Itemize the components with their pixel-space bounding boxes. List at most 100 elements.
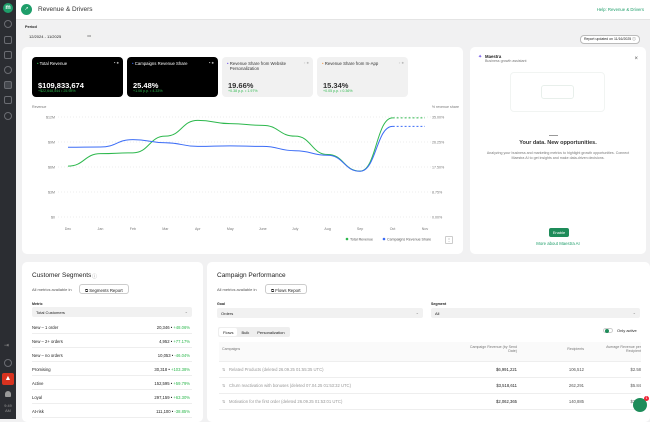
col-campaigns[interactable]: Campaigns [222,347,241,351]
segment-value: 10,053 • -46.04% [157,353,190,358]
segment-delta: +103.38% [171,367,190,372]
report-updated-text: Report updated on 11/16/2025 [584,37,632,41]
more-about-maestra-link[interactable]: More about Maestra AI [536,241,580,246]
campaign-tabs: Flows Bulk Personalization [218,327,290,337]
segment-delta: +59.79% [173,381,190,386]
segment-delta: +63.30% [173,395,190,400]
goal-value: Orders [221,311,234,316]
sidebar-puzzle-icon[interactable] [4,96,12,104]
kpi-campaigns-share[interactable]: • Campaigns Revenue Share ▪ ● 25.48% +1.06 … [127,57,218,97]
col-revenue[interactable]: Campaign Revenue (by Send Date) [469,345,517,353]
segments-report-button[interactable]: ⧉ Segments Report [79,284,129,294]
sidebar-users-icon[interactable] [4,36,12,44]
alert-icon[interactable]: ▲ [2,373,14,385]
segment-count: 111,100 [156,409,171,414]
campaign-performance-card: Campaign Performance All metrics availab… [207,262,650,422]
kpi-icons[interactable]: ▫ ● [398,60,404,65]
x-tick-label: Jan [98,227,104,231]
segment-name: Promising [32,367,51,372]
period-label: Period [25,25,37,29]
segment-value: 297,159 • +63.30% [154,395,190,400]
campaign-avg: $5.84 [630,383,641,388]
segment-count: 10,053 [157,353,171,358]
chat-button[interactable]: 1 [633,396,649,412]
segment-delta: -38.85% [174,409,190,414]
flows-report-label: Flows Report [275,287,301,293]
metric-select[interactable]: Total Customers ⌄ [32,307,192,317]
segment-delta: +77.17% [173,339,190,344]
kpi-value: 15.34% [323,81,349,90]
kpi-website-share[interactable]: • Revenue Share from Website Personaliza… [222,57,313,97]
only-active-toggle[interactable] [603,328,613,333]
col-recipients[interactable]: Recipients [567,347,584,351]
table-row[interactable]: ⇅ Motivation for the first order (deleted… [219,394,641,410]
segment-name: Loyal [32,395,43,400]
sidebar-analytics-icon[interactable] [4,81,12,89]
kpi-icons[interactable]: ▫ ● [303,60,309,65]
table-row[interactable]: ⇅ Related Products (deleted 26.09.25 01:5… [219,362,641,378]
segment-value: All [435,311,440,316]
segment-row[interactable]: Loyal 297,159 • +63.30% [32,391,192,404]
segment-row[interactable]: New – 1 order 20,346 • +48.06% [32,321,192,334]
kpi-value: 25.48% [133,81,159,90]
logo[interactable]: m [3,3,13,13]
sidebar-globe-icon[interactable] [4,66,12,74]
segment-value: 30,318 • +103.38% [154,367,190,372]
campaign-revenue: $3,518,611 [496,383,517,388]
goal-select[interactable]: Orders ⌄ [217,308,423,318]
goal-label: Goal [217,302,225,306]
x-tick-label: Mar [162,227,169,231]
legend-label: Campaigns Revenue Share [387,237,431,241]
segment-row[interactable]: At-risk 111,100 • -38.85% [32,405,192,418]
table-header: Campaigns Campaign Revenue (by Send Date… [219,342,641,362]
enable-button[interactable]: Enable [549,228,569,237]
y-tick-label: $3M [48,190,55,194]
sidebar-expand-icon[interactable]: ⇥ [4,343,10,349]
kpi-value: 19.66% [228,81,254,90]
tab-flows[interactable]: Flows [219,328,238,336]
maestra-headline: Your data. New opportunities. [519,140,597,146]
segment-value: 152,595 • +59.79% [154,381,190,386]
segment-count: 20,346 [156,325,170,330]
sidebar: m ⇥ ▲ 9:49 AM [0,0,16,419]
kpi-total-revenue[interactable]: • Total Revenue ▪ ● $109,833,674 +$22,648,5… [32,57,123,97]
chart-expand-button[interactable]: ⋮ [445,236,453,244]
segment-value: 4,952 • +77.17% [159,339,190,344]
campaign-revenue: $2,062,365 [496,399,517,404]
segment-delta: +48.06% [173,325,190,330]
y2-tick-label: 26.25% [432,140,445,144]
segment-select[interactable]: All ⌄ [431,308,640,318]
kpi-icons[interactable]: ▪ ● [113,60,119,65]
help-link[interactable]: Help: Revenue & Drivers [596,7,644,12]
col-avg-revenue[interactable]: Average Revenue per Recipient [606,345,641,353]
tab-bulk[interactable]: Bulk [241,330,250,335]
info-icon[interactable]: ⓘ [92,274,98,280]
segment-row[interactable]: New – no orders 10,053 • -46.04% [32,349,192,362]
kpi-inapp-share[interactable]: • Revenue Share from In-App ▫ ● 15.34% +0.0… [317,57,408,97]
sidebar-megaphone-icon[interactable] [4,51,12,59]
user-icon[interactable] [5,391,11,397]
flows-report-button[interactable]: ⧉ Flows Report [265,284,307,294]
sidebar-refresh-icon[interactable] [4,20,12,28]
table-row[interactable]: ⇅ Churn reactivation with bonuses (delete… [219,378,641,394]
segment-row[interactable]: Promising 30,318 • +103.38% [32,363,192,376]
report-updated-badge: Report updated on 11/16/2025 ⓘ [580,35,640,44]
tab-personalization[interactable]: Personalization [257,330,285,335]
legend-marker [345,237,349,241]
segments-title: Customer Segments [32,272,92,279]
segment-value: 111,100 • -38.85% [156,409,190,414]
campaign-name: Churn reactivation with bonuses (deleted… [229,383,351,388]
segment-row[interactable]: New – 2+ orders 4,952 • +77.17% [32,335,192,348]
sidebar-settings-icon[interactable] [4,112,12,120]
segment-row[interactable]: Active 152,595 • +59.79% [32,377,192,390]
period-picker[interactable]: 12/2024 - 11/2025 ▭ [25,31,95,41]
kpi-icons[interactable]: ▪ ● [208,60,214,65]
close-icon[interactable]: × [634,56,638,62]
kpi-title: Campaigns Revenue Share [134,61,188,66]
campaigns-available-text: All metrics available in [217,287,257,292]
segments-report-label: Segments Report [89,287,123,293]
ampm: AM [5,409,11,413]
maestra-subtitle: Business growth assistant [485,59,527,63]
y-tick-label: $9M [48,140,55,144]
sidebar-help-icon[interactable] [4,359,12,367]
